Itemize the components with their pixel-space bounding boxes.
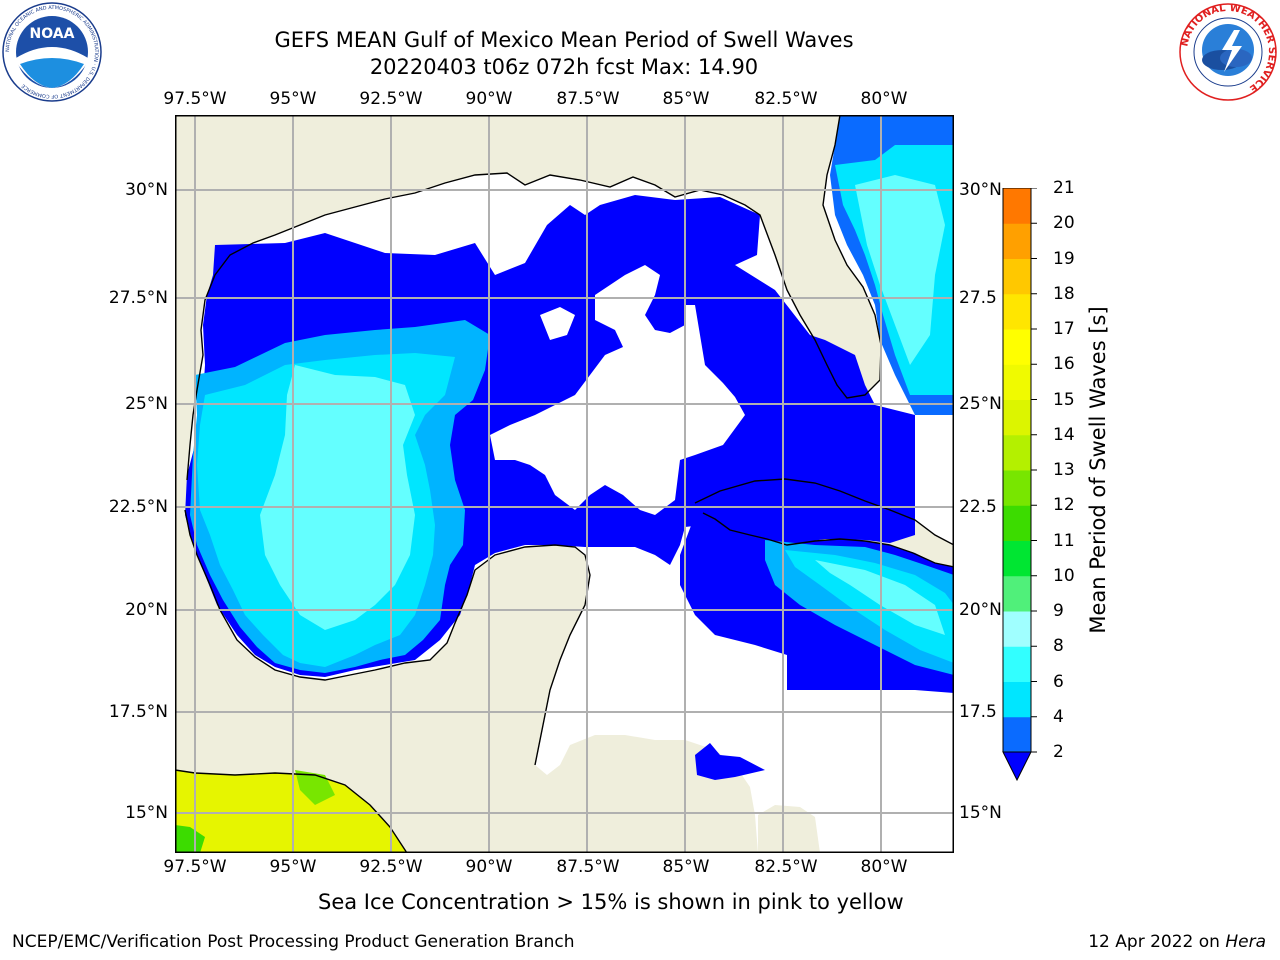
colorbar-bin bbox=[1003, 399, 1031, 436]
colorbar-bin bbox=[1003, 364, 1031, 400]
lon-tick-top: 95°W bbox=[269, 89, 317, 109]
lon-tick-top: 97.5°W bbox=[163, 89, 227, 109]
colorbar-bin bbox=[1003, 611, 1031, 647]
colorbar-tick-label: 19 bbox=[1053, 248, 1075, 269]
lat-tick-left: 17.5°N bbox=[108, 702, 168, 722]
lat-tick-right: 20°N bbox=[959, 600, 1002, 620]
lon-tick-top: 92.5°W bbox=[359, 89, 423, 109]
lat-tick-right: 30°N bbox=[959, 180, 1002, 200]
colorbar-tick-label: 16 bbox=[1053, 354, 1075, 375]
map-svg bbox=[174, 114, 955, 854]
colorbar-bin bbox=[1003, 470, 1031, 506]
colorbar-tick-label: 13 bbox=[1053, 460, 1075, 480]
colorbar-title: Mean Period of Swell Waves [s] bbox=[1086, 306, 1110, 634]
colorbar-tick-label: 9 bbox=[1053, 601, 1064, 621]
gridlines bbox=[175, 115, 954, 853]
lat-tick-right: 22.5 bbox=[959, 497, 997, 517]
colorbar-tick-label: 15 bbox=[1053, 389, 1075, 410]
colorbar-tick-label: 18 bbox=[1053, 283, 1075, 304]
title-line-2: 20220403 t06z 072h fcst Max: 14.90 bbox=[369, 55, 759, 79]
colorbar-bin bbox=[1003, 223, 1031, 259]
noaa-logo-text: NOAA bbox=[30, 26, 75, 42]
footer-date: 12 Apr 2022 on Hera bbox=[1088, 932, 1266, 952]
lat-tick-left: 27.5°N bbox=[108, 288, 168, 308]
colorbar-bin bbox=[1003, 505, 1031, 541]
colorbar bbox=[1002, 187, 1052, 783]
no-data-hole-2 bbox=[540, 307, 575, 340]
swell-small-patch bbox=[695, 743, 765, 780]
pacific-swell-region bbox=[175, 770, 407, 853]
nws-logo: NATIONAL WEATHER SERVICE bbox=[1178, 2, 1278, 102]
colorbar-tick-label: 10 bbox=[1053, 565, 1075, 586]
colorbar-tick-label: 14 bbox=[1053, 424, 1075, 445]
colorbar-tick-label: 8 bbox=[1053, 636, 1064, 657]
lon-tick-bottom: 95°W bbox=[269, 857, 317, 877]
coastline bbox=[174, 114, 955, 854]
colorbar-bin bbox=[1003, 575, 1031, 612]
footer-host: Hera bbox=[1225, 932, 1266, 952]
no-data-hole-1 bbox=[490, 265, 745, 515]
lon-tick-bottom: 82.5°W bbox=[754, 857, 818, 877]
map-panel bbox=[174, 114, 955, 854]
no-data-right-east bbox=[915, 415, 954, 510]
colorbar-tick-label: 17 bbox=[1053, 319, 1075, 339]
lat-tick-left: 30°N bbox=[125, 180, 168, 200]
colorbar-bin bbox=[1003, 329, 1031, 365]
map-frame bbox=[175, 115, 954, 853]
colorbar-bin bbox=[1003, 646, 1031, 682]
lon-tick-bottom: 97.5°W bbox=[163, 857, 227, 877]
colorbar-bin bbox=[1003, 293, 1031, 330]
colorbar-tick-label: 12 bbox=[1053, 495, 1075, 516]
swell-caribbean-cyan bbox=[785, 550, 954, 663]
colorbar-bin bbox=[1003, 716, 1031, 753]
lat-tick-left: 25°N bbox=[125, 394, 168, 414]
lon-tick-bottom: 85°W bbox=[662, 857, 710, 877]
colorbar-bin bbox=[1003, 681, 1031, 718]
colorbar-tick-label: 21 bbox=[1053, 178, 1075, 198]
colorbar-tick-label: 4 bbox=[1053, 706, 1064, 727]
lon-tick-top: 90°W bbox=[465, 89, 513, 109]
lat-tick-left: 20°N bbox=[125, 600, 168, 620]
colorbar-bin bbox=[1003, 434, 1031, 471]
lon-tick-top: 82.5°W bbox=[754, 89, 818, 109]
lon-tick-bottom: 80°W bbox=[860, 857, 908, 877]
lat-tick-left: 22.5°N bbox=[108, 497, 168, 517]
lon-tick-bottom: 92.5°W bbox=[359, 857, 423, 877]
lon-tick-top: 87.5°W bbox=[556, 89, 620, 109]
colorbar-svg bbox=[1002, 187, 1037, 782]
lat-tick-right: 17.5 bbox=[959, 702, 997, 722]
lat-tick-right: 27.5 bbox=[959, 288, 997, 308]
land-yucatan-south bbox=[758, 805, 820, 853]
footer-date-text: 12 Apr 2022 on bbox=[1088, 932, 1226, 952]
colorbar-bin bbox=[1003, 540, 1031, 577]
footer-branch: NCEP/EMC/Verification Post Processing Pr… bbox=[12, 932, 575, 952]
colorbar-tick-label: 2 bbox=[1053, 742, 1064, 762]
lon-tick-top: 85°W bbox=[662, 89, 710, 109]
swell-cyan-light-gulf bbox=[260, 365, 415, 630]
colorbar-tick-label: 6 bbox=[1053, 671, 1064, 692]
lat-tick-left: 15°N bbox=[125, 803, 168, 823]
pacific-swell-green bbox=[175, 825, 205, 853]
colorbar-extend-arrow bbox=[1002, 751, 1032, 782]
colorbar-bin bbox=[1003, 188, 1031, 224]
lon-tick-bottom: 87.5°W bbox=[556, 857, 620, 877]
lon-tick-bottom: 90°W bbox=[465, 857, 513, 877]
lat-tick-right: 15°N bbox=[959, 803, 1002, 823]
colorbar-bin bbox=[1003, 258, 1031, 295]
colorbar-tick-label: 11 bbox=[1053, 530, 1075, 551]
lat-tick-right: 25°N bbox=[959, 394, 1002, 414]
title-line-1: GEFS MEAN Gulf of Mexico Mean Period of … bbox=[274, 28, 854, 52]
lon-tick-top: 80°W bbox=[860, 89, 908, 109]
sea-ice-caption: Sea Ice Concentration > 15% is shown in … bbox=[318, 890, 904, 914]
noaa-logo: NOAA NATIONAL OCEANIC AND ATMOSPHERIC AD… bbox=[2, 2, 102, 102]
colorbar-tick-label: 20 bbox=[1053, 213, 1075, 234]
swell-florida-light bbox=[855, 175, 945, 365]
